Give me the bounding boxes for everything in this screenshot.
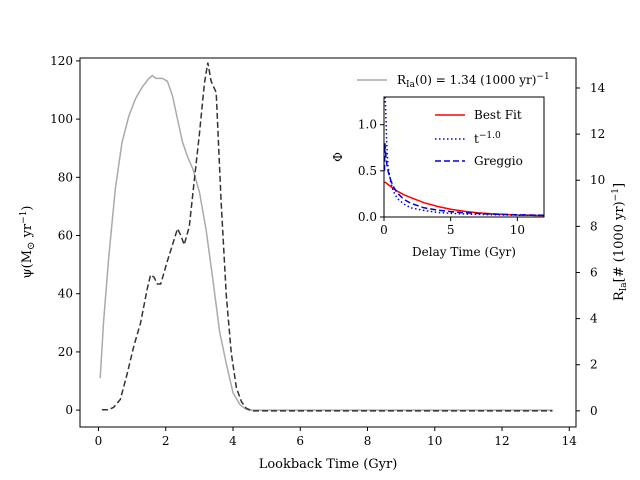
inset-y-label: Φ bbox=[331, 152, 345, 162]
inset-x-label: Delay Time (Gyr) bbox=[412, 245, 516, 259]
inset-y-tick-label-0: 0.0 bbox=[358, 210, 377, 224]
main-y2-tick-label-7: 14 bbox=[590, 81, 606, 95]
main-x-tick-label-2: 4 bbox=[229, 434, 237, 448]
main-y-tick-label-1: 20 bbox=[58, 345, 73, 359]
inset-y-tick-label-2: 1.0 bbox=[358, 118, 377, 132]
main-y2-tick-label-4: 8 bbox=[590, 219, 598, 233]
inset-y-ticks: 0.0 0.5 1.0 bbox=[358, 118, 384, 224]
main-x-tick-label-6: 12 bbox=[494, 434, 509, 448]
inset-x-ticks: 0 5 10 bbox=[380, 217, 525, 237]
main-y-tick-label-5: 100 bbox=[50, 112, 73, 126]
main-y2-tick-label-6: 12 bbox=[590, 127, 605, 141]
inset-series-line-2 bbox=[383, 143, 545, 216]
inset-y-tick-label-1: 0.5 bbox=[358, 164, 377, 178]
main-x-tick-label-4: 8 bbox=[364, 434, 372, 448]
main-y2-tick-label-0: 0 bbox=[590, 404, 598, 418]
main-x-tick-label-7: 14 bbox=[562, 434, 578, 448]
inset-x-tick-label-2: 10 bbox=[510, 223, 525, 237]
main-y-tick-label-3: 60 bbox=[58, 229, 73, 243]
main-x-tick-label-0: 0 bbox=[95, 434, 103, 448]
inset-series-group bbox=[383, 96, 545, 217]
main-y-tick-label-6: 120 bbox=[50, 54, 73, 68]
main-series-line-0 bbox=[99, 74, 553, 411]
main-x-ticks: 0 2 4 6 8 10 12 14 bbox=[95, 427, 578, 448]
main-y-ticks: 0 20 40 60 80 100 120 bbox=[50, 54, 80, 417]
inset-plot-frame bbox=[383, 96, 545, 218]
main-y2-tick-label-3: 6 bbox=[590, 265, 598, 279]
inset-legend-best-fit: Best Fit bbox=[474, 108, 522, 122]
main-x-tick-label-3: 6 bbox=[296, 434, 304, 448]
main-y2-label: RIa[# (1000 yr)−1] bbox=[611, 183, 629, 301]
main-y2-ticks: 0 2 4 6 8 10 12 14 bbox=[576, 81, 606, 418]
main-y-label: ψ(M⊙ yr−1) bbox=[19, 205, 37, 278]
main-x-label: Lookback Time (Gyr) bbox=[259, 457, 398, 472]
main-plot-frame bbox=[79, 57, 577, 428]
main-y-tick-label-0: 0 bbox=[65, 403, 73, 417]
main-y-tick-label-2: 40 bbox=[58, 287, 73, 301]
main-y2-tick-label-1: 2 bbox=[590, 358, 598, 372]
main-series-group bbox=[99, 62, 553, 412]
inset-x-tick-label-1: 5 bbox=[447, 223, 455, 237]
main-x-tick-label-1: 2 bbox=[162, 434, 170, 448]
main-y2-tick-label-5: 10 bbox=[590, 173, 605, 187]
main-legend: RIa(0) = 1.34 (1000 yr)−1 bbox=[357, 72, 550, 90]
main-legend-entry: RIa(0) = 1.34 (1000 yr)−1 bbox=[397, 72, 550, 90]
inset-x-tick-label-0: 0 bbox=[380, 223, 388, 237]
main-x-tick-label-5: 10 bbox=[427, 434, 442, 448]
main-y-tick-label-4: 80 bbox=[58, 170, 73, 184]
inset-legend-greggio: Greggio bbox=[474, 154, 523, 168]
main-series-line-1 bbox=[101, 62, 553, 412]
main-y2-tick-label-2: 4 bbox=[590, 312, 598, 326]
